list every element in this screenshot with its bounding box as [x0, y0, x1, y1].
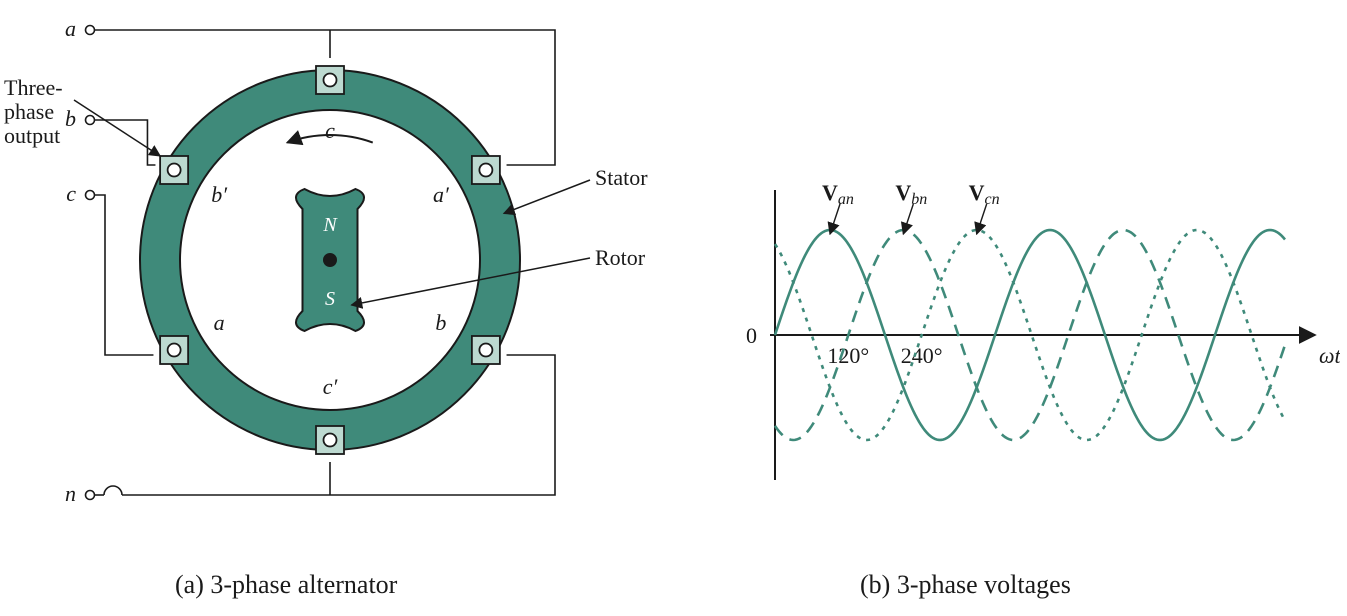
- slot-label-c: c: [325, 118, 335, 143]
- slot-label-b: b: [435, 310, 446, 335]
- terminal-label-c: c: [66, 181, 76, 206]
- terminal-c: [86, 191, 95, 200]
- wire-b: [95, 120, 155, 165]
- xtick-240: 240°: [901, 343, 943, 368]
- caption-b: (b) 3-phase voltages: [860, 570, 1071, 600]
- legend-arrow-Vcn: [977, 204, 987, 234]
- slot-label-aprime: a′: [433, 182, 450, 207]
- legend-Vcn: Vcn: [969, 180, 1000, 208]
- pole-n: N: [322, 214, 338, 236]
- terminal-n: [86, 491, 95, 500]
- slot-b: [472, 336, 500, 364]
- alternator-diagram: a b c n c a′ b c′ a b′ N S Stator Rotor Three-phaseout…: [0, 0, 690, 560]
- three-phase-output-label: Three-: [4, 75, 63, 100]
- terminal-label-a: a: [65, 16, 76, 41]
- slot-cprime: [316, 426, 344, 454]
- slot-bprime: [160, 156, 188, 184]
- voltages-chart: 0 ωt 120° 240° Van Vbn Vcn: [720, 150, 1340, 520]
- three-phase-output-label: output: [4, 123, 60, 148]
- terminal-b: [86, 116, 95, 125]
- slot-c: [316, 66, 344, 94]
- origin-label: 0: [746, 323, 757, 348]
- legend-Van: Van: [822, 180, 854, 208]
- stator-label: Stator: [595, 165, 648, 190]
- legend-arrow-Van: [830, 204, 840, 234]
- xtick-120: 120°: [827, 343, 869, 368]
- pole-s: S: [325, 288, 335, 310]
- slot-a: [160, 336, 188, 364]
- slot-label-cprime: c′: [323, 374, 339, 399]
- slot-label-bprime: b′: [211, 182, 228, 207]
- rotor-shaft: [323, 253, 337, 267]
- caption-a: (a) 3-phase alternator: [175, 570, 397, 600]
- rotor-label: Rotor: [595, 245, 646, 270]
- three-phase-output-label: phase: [4, 99, 54, 124]
- slot-label-a: a: [214, 310, 225, 335]
- legend-arrow-Vbn: [903, 204, 913, 234]
- legend-Vbn: Vbn: [895, 180, 927, 208]
- terminal-a: [86, 26, 95, 35]
- terminal-label-n: n: [65, 481, 76, 506]
- slot-aprime: [472, 156, 500, 184]
- xaxis-label: ωt: [1319, 343, 1340, 368]
- terminal-label-b: b: [65, 106, 76, 131]
